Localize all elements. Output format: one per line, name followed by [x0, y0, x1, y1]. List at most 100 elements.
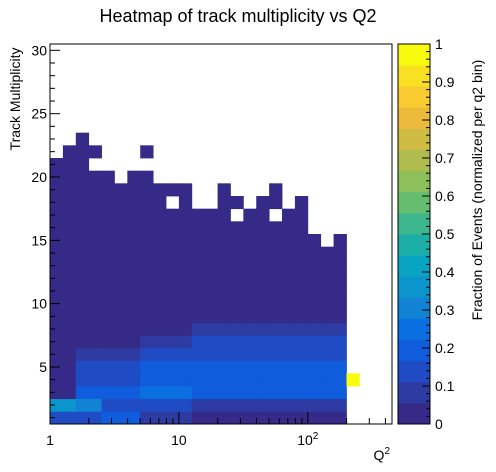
heatmap-cell: [333, 411, 347, 425]
heatmap-cell: [269, 335, 283, 349]
heatmap-cell: [230, 246, 244, 260]
heatmap-cell: [282, 373, 296, 387]
colorbar-tick-label: 0.9: [435, 74, 455, 90]
heatmap-cell: [307, 386, 322, 400]
heatmap-cell: [140, 183, 154, 197]
heatmap-cell: [114, 246, 128, 260]
heatmap-cell: [269, 348, 283, 362]
heatmap-cell: [101, 373, 115, 387]
heatmap-cell: [166, 221, 180, 235]
heatmap-cell: [230, 411, 244, 425]
heatmap-cell: [114, 398, 128, 412]
heatmap-cell: [217, 310, 231, 324]
heatmap-cell: [294, 335, 309, 349]
heatmap-cell: [50, 158, 64, 172]
heatmap-cell: [191, 284, 206, 298]
heatmap-cell: [191, 246, 206, 260]
heatmap-cell: [307, 272, 322, 286]
heatmap-cell: [178, 386, 193, 400]
heatmap-cell: [256, 386, 270, 400]
heatmap-cell: [178, 246, 193, 260]
heatmap-cell: [204, 360, 218, 374]
heatmap-cell: [243, 297, 257, 311]
heatmap-cell: [50, 259, 64, 273]
heatmap-cell: [178, 348, 193, 362]
heatmap-cell: [320, 246, 334, 260]
heatmap-cell: [140, 335, 154, 349]
heatmap-cell: [204, 284, 218, 298]
chart-title: Heatmap of track multiplicity vs Q2: [99, 6, 376, 26]
heatmap-cell: [320, 373, 334, 387]
plot-frame: [49, 43, 393, 425]
heatmap-cell: [191, 272, 206, 286]
heatmap-cell: [256, 196, 270, 210]
heatmap-cell: [140, 196, 154, 210]
heatmap-cell: [217, 386, 231, 400]
heatmap-cell: [153, 208, 167, 222]
colorbar-swatch: [398, 149, 430, 172]
colorbar-swatch: [398, 276, 430, 298]
heatmap-cell: [204, 322, 218, 336]
heatmap-cell: [256, 335, 270, 349]
heatmap-cell: [333, 335, 347, 349]
heatmap-cell: [269, 386, 283, 400]
heatmap-cell: [230, 221, 244, 235]
heatmap-cell: [178, 259, 193, 273]
heatmap-cell: [217, 322, 231, 336]
heatmap-cell: [178, 411, 193, 425]
heatmap-cell: [114, 373, 128, 387]
heatmap-cell: [217, 272, 231, 286]
heatmap-cell: [140, 310, 154, 324]
heatmap-cell: [62, 373, 77, 387]
colorbar-swatch: [398, 107, 430, 129]
heatmap-cell: [191, 221, 206, 235]
heatmap-cell: [269, 310, 283, 324]
heatmap-cell: [230, 284, 244, 298]
heatmap-cell: [217, 208, 231, 222]
colorbar-tick-label: 0.2: [435, 340, 455, 356]
heatmap-cell: [178, 310, 193, 324]
heatmap-cell: [127, 335, 141, 349]
heatmap-cell: [127, 360, 141, 374]
heatmap-cell: [217, 297, 231, 311]
heatmap-cell: [269, 322, 283, 336]
heatmap-cell: [140, 360, 154, 374]
heatmap-cell: [50, 310, 64, 324]
heatmap-cell: [62, 246, 77, 260]
colorbar-tick-label: 0.5: [435, 226, 455, 242]
heatmap-cell: [127, 259, 141, 273]
heatmap-cell: [191, 360, 206, 374]
heatmap-cell: [62, 145, 77, 159]
heatmap-cell: [256, 373, 270, 387]
heatmap-cell: [75, 183, 90, 197]
heatmap-cell: [307, 398, 322, 412]
heatmap-cell: [217, 196, 231, 210]
heatmap-cell: [166, 322, 180, 336]
heatmap-cell: [294, 297, 309, 311]
heatmap-cell: [191, 373, 206, 387]
heatmap-cell: [282, 284, 296, 298]
heatmap-cell: [62, 284, 77, 298]
heatmap-cell: [50, 322, 64, 336]
y-axis-label: Track Multiplicity: [7, 48, 23, 151]
heatmap-cell: [62, 386, 77, 400]
heatmap-cell: [256, 322, 270, 336]
heatmap-cell: [127, 170, 141, 184]
heatmap-cell: [294, 310, 309, 324]
heatmap-cell: [178, 373, 193, 387]
heatmap-cell: [282, 297, 296, 311]
heatmap-cell: [62, 360, 77, 374]
heatmap-cell: [166, 234, 180, 248]
heatmap-cell: [50, 348, 64, 362]
heatmap-cell: [166, 284, 180, 298]
heatmap-cell: [153, 272, 167, 286]
heatmap-cell: [243, 386, 257, 400]
heatmap-cell: [62, 310, 77, 324]
heatmap-cell: [88, 411, 102, 425]
heatmap-cell: [114, 208, 128, 222]
colorbar-tick-label: 0.3: [435, 302, 455, 318]
heatmap-cell: [230, 335, 244, 349]
heatmap-cell: [127, 246, 141, 260]
heatmap-cell: [101, 322, 115, 336]
colorbar-swatch: [398, 381, 430, 404]
